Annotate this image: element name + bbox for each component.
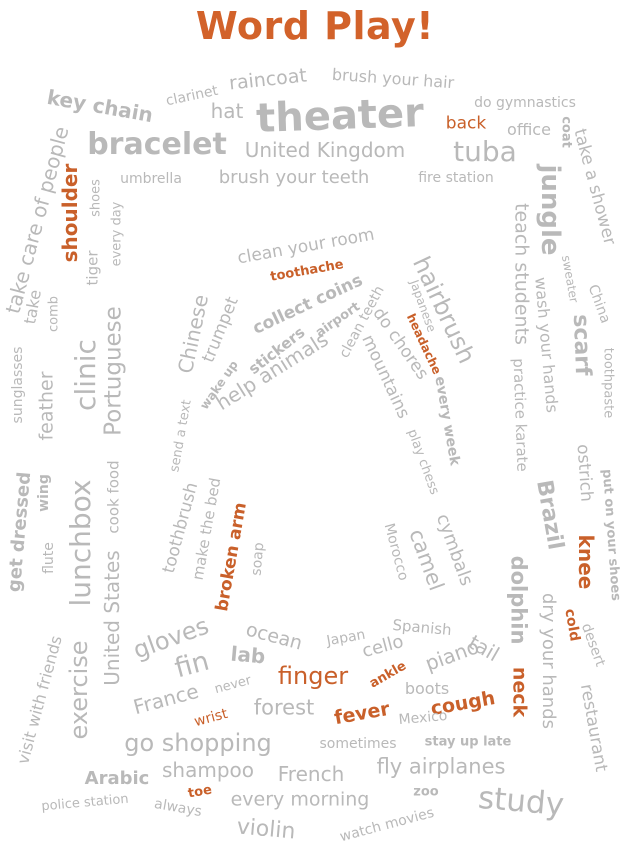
cloud-word: lab	[229, 641, 267, 669]
cloud-word: Chinese	[172, 292, 214, 376]
cloud-word: put on your shoes	[598, 468, 624, 602]
cloud-word: every morning	[230, 788, 370, 811]
cloud-word: study	[476, 779, 566, 824]
cloud-word: piano	[421, 634, 483, 676]
cloud-word: ankle	[366, 658, 410, 692]
cloud-word: fever	[332, 697, 392, 730]
cloud-word: take	[20, 288, 45, 326]
cloud-word: United Kingdom	[244, 138, 406, 162]
cloud-word: play chess	[404, 427, 442, 497]
cloud-word: wing	[36, 474, 52, 512]
cloud-word: clean your room	[235, 224, 376, 269]
cloud-word: Brazil	[531, 478, 568, 552]
cloud-word: stay up late	[424, 734, 512, 750]
cloud-word: shoes	[88, 179, 104, 217]
cloud-word: soap	[248, 541, 268, 577]
cloud-word: teach students	[510, 203, 533, 345]
cloud-word: tuba	[453, 135, 517, 168]
cloud-word: key chain	[45, 84, 155, 128]
cloud-word: forest	[253, 695, 315, 720]
cloud-word: take a shower	[569, 126, 620, 248]
cloud-word: exercise	[65, 640, 93, 740]
cloud-word: neck	[508, 666, 531, 718]
cloud-word: bracelet	[87, 127, 227, 162]
cloud-word: shampoo	[161, 758, 255, 782]
cloud-word: violin	[235, 814, 297, 845]
cloud-word: toe	[186, 782, 214, 802]
cloud-word: finger	[277, 662, 349, 690]
cloud-word: do gymnastics	[474, 95, 576, 111]
cloud-word: wash your hands	[531, 276, 562, 414]
cloud-word: get dressed	[3, 471, 36, 593]
cloud-word: dry your hands	[538, 592, 559, 730]
cloud-word: desert	[577, 621, 609, 669]
page-title: Word Play!	[195, 4, 435, 48]
cloud-word: brush your teeth	[218, 167, 370, 188]
cloud-word: sometimes	[319, 736, 397, 752]
cloud-word: United States	[100, 550, 124, 686]
cloud-word: lunchbox	[64, 479, 97, 607]
cloud-word: ostrich	[572, 443, 597, 503]
cloud-word: zoo	[413, 784, 439, 800]
cloud-word: fin	[171, 645, 213, 685]
cloud-word: toothache	[269, 257, 345, 285]
cloud-word: clinic	[69, 339, 102, 411]
cloud-word: fire station	[418, 170, 494, 186]
cloud-word: theater	[255, 90, 425, 142]
cloud-word: visit with friends	[13, 633, 66, 767]
cloud-word: Mexico	[397, 707, 449, 729]
cloud-word: cook food	[104, 460, 123, 534]
cloud-word: Morocco	[380, 521, 412, 583]
cloud-word: sweater	[558, 254, 582, 304]
cloud-word: scarf	[567, 313, 596, 377]
cloud-word: send a text	[167, 398, 195, 474]
cloud-word: every day	[109, 201, 125, 267]
cloud-word: boots	[404, 679, 450, 698]
cloud-word: brush your hair	[331, 64, 455, 93]
cloud-word: sunglasses	[10, 346, 26, 424]
cloud-word: French	[277, 762, 345, 786]
cloud-word: feather	[35, 371, 58, 441]
cloud-word: fly airplanes	[376, 754, 506, 779]
cloud-word: France	[130, 678, 202, 720]
cloud-word: restaurant	[575, 682, 612, 774]
cloud-word: shoulder	[58, 163, 82, 263]
cloud-word: umbrella	[120, 171, 182, 187]
cloud-word: raincoat	[228, 64, 308, 95]
cloud-word: comb	[46, 295, 62, 333]
cloud-word: police station	[40, 791, 130, 815]
cloud-word: hat	[210, 99, 244, 123]
cloud-word: wrist	[192, 705, 230, 731]
cloud-word: watch movies	[338, 804, 436, 846]
cloud-word: toothpaste	[600, 347, 616, 419]
cloud-word: back	[445, 113, 487, 134]
cloud-word: every week	[431, 375, 463, 467]
cloud-word: go shopping	[124, 729, 272, 757]
cloud-word: practice karate	[509, 357, 532, 473]
cloud-word: cold	[561, 607, 583, 643]
cloud-word: broken arm	[212, 500, 251, 613]
cloud-word: Portuguese	[100, 306, 127, 436]
cloud-word: jungle	[535, 164, 565, 256]
cloud-word: cello	[359, 630, 406, 663]
cloud-word: Arabic	[84, 768, 150, 789]
cloud-word: flute	[41, 542, 57, 574]
cloud-word: never	[213, 672, 253, 698]
cloud-word: knee	[574, 534, 598, 590]
cloud-word: tiger	[83, 250, 102, 286]
cloud-word: office	[507, 120, 551, 139]
cloud-word: dolphin	[506, 555, 531, 645]
